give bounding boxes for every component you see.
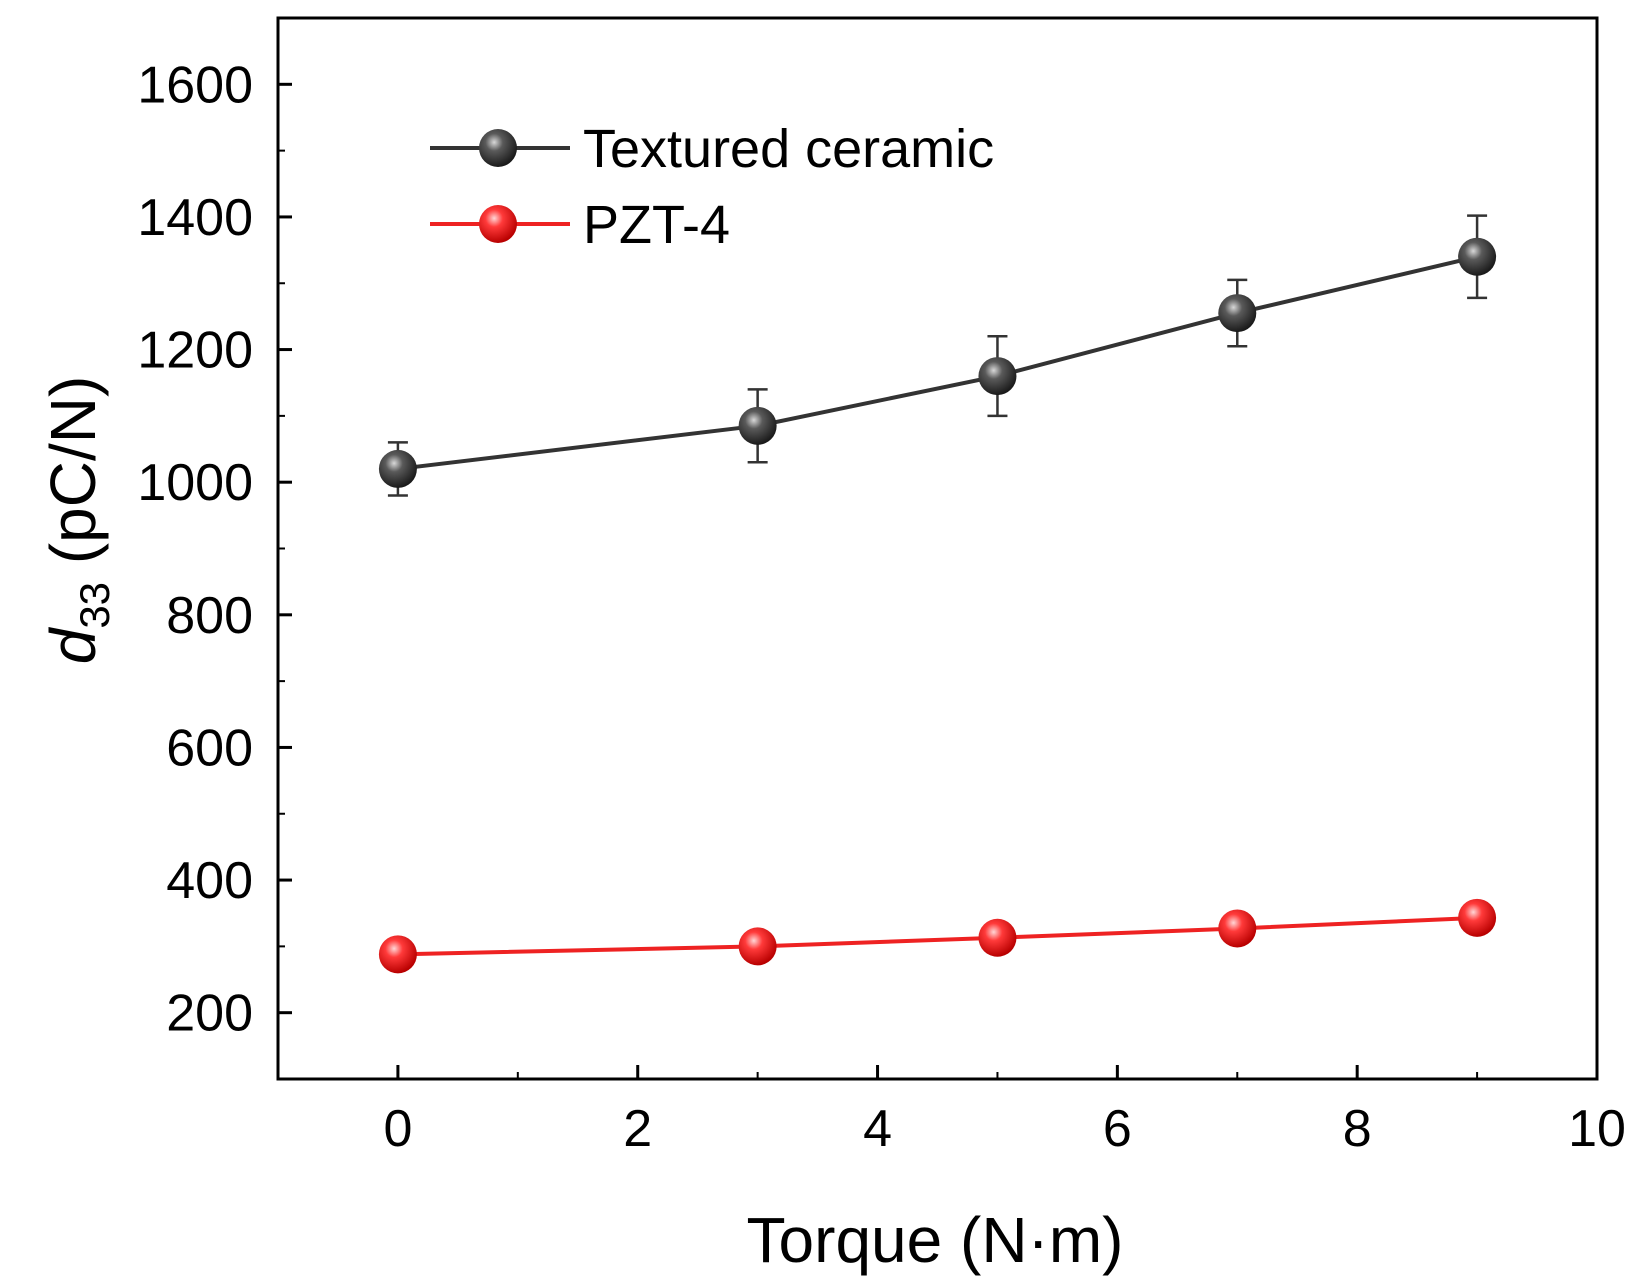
markers-layer xyxy=(378,237,1497,974)
data-point-pzt-4 xyxy=(738,927,777,966)
x-tick-label: 6 xyxy=(1103,1100,1132,1158)
data-point-pzt-4 xyxy=(978,918,1017,957)
series-lines-layer xyxy=(397,254,1478,957)
x-tick-label: 8 xyxy=(1343,1100,1372,1158)
x-tick-label: 4 xyxy=(863,1100,892,1158)
legend-label-pzt4: PZT-4 xyxy=(583,195,730,255)
data-point-textured-ceramic xyxy=(738,406,777,445)
x-axis-title: Torque (N·m) xyxy=(747,1204,1124,1276)
legend-item-textured-ceramic: Textured ceramic xyxy=(430,119,994,179)
y-tick-label: 800 xyxy=(166,587,253,645)
y-tick-label: 1200 xyxy=(137,322,253,380)
data-point-textured-ceramic xyxy=(378,449,417,488)
data-point-textured-ceramic xyxy=(978,357,1017,396)
y-tick-label: 400 xyxy=(166,852,253,910)
y-tick-label: 600 xyxy=(166,719,253,777)
data-point-pzt-4 xyxy=(378,935,417,974)
y-axis-ticks: 200 400 600 800 1000 1200 1400 1600 xyxy=(137,56,292,1043)
legend-item-pzt4: PZT-4 xyxy=(430,195,730,255)
y-axis-title: d33 (pC/N) xyxy=(37,376,118,665)
x-tick-label: 2 xyxy=(623,1100,652,1158)
y-tick-label: 200 xyxy=(166,985,253,1043)
x-axis-ticks: 0 2 4 6 8 10 xyxy=(383,1065,1626,1158)
legend: Textured ceramic PZT-4 xyxy=(430,119,994,255)
legend-marker-pzt4 xyxy=(479,205,517,243)
data-point-textured-ceramic xyxy=(1458,237,1497,276)
series-line-textured-ceramic xyxy=(397,254,1478,471)
x-tick-label: 10 xyxy=(1568,1100,1626,1158)
series-line-pzt-4 xyxy=(397,915,1478,957)
y-axis-title-subscript: 33 xyxy=(71,582,118,629)
data-point-pzt-4 xyxy=(1218,909,1257,948)
y-axis-title-main: d xyxy=(37,626,109,664)
y-tick-label: 1000 xyxy=(137,454,253,512)
y-axis-title-unit: (pC/N) xyxy=(37,376,109,582)
error-bars-layer xyxy=(387,214,1488,497)
legend-marker-textured-ceramic xyxy=(479,129,517,167)
y-tick-label: 1600 xyxy=(137,56,253,114)
x-tick-label: 0 xyxy=(383,1100,412,1158)
legend-label-textured-ceramic: Textured ceramic xyxy=(583,119,994,179)
y-tick-label: 1400 xyxy=(137,189,253,247)
data-point-pzt-4 xyxy=(1458,898,1497,937)
data-point-textured-ceramic xyxy=(1218,294,1257,333)
